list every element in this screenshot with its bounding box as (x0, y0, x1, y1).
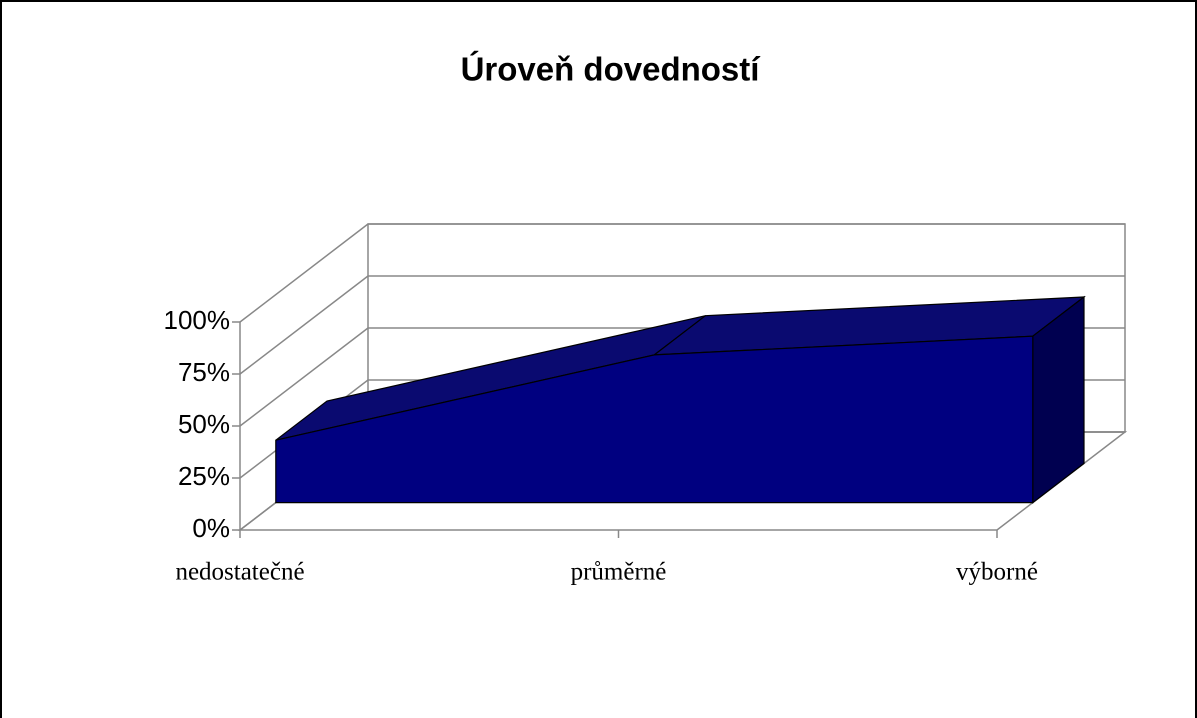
chart-title: Úroveň dovedností (461, 51, 762, 88)
y-tick-label: 50% (178, 409, 230, 439)
x-tick-label: průměrné (571, 559, 667, 586)
grid-line (239, 223, 369, 323)
y-tick-label: 25% (178, 461, 230, 491)
x-tick-label: nedostatečné (175, 559, 304, 586)
y-tick-label: 0% (192, 513, 230, 543)
x-tick-label: výborné (956, 559, 1038, 586)
y-tick-label: 100% (164, 305, 231, 335)
grid-line (239, 327, 369, 427)
area-front-face (275, 335, 1034, 504)
grid-line (239, 275, 369, 375)
y-tick-label: 75% (178, 357, 230, 387)
